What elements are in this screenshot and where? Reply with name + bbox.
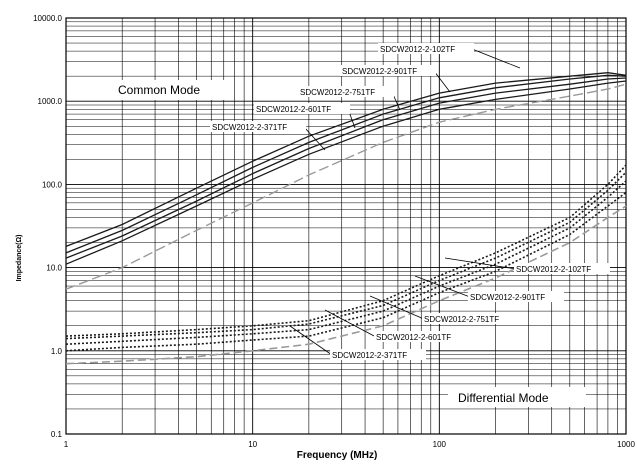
cm-leader-line xyxy=(471,48,521,69)
dm-leader-line xyxy=(444,257,517,270)
annotation-layer: Common Mode Differential Mode xyxy=(108,80,586,407)
x-tick-label: 1000 xyxy=(617,440,635,449)
dm-label-box xyxy=(422,313,518,324)
cm-series-label: SDCW2012-2-751TF xyxy=(300,88,375,97)
differential-mode-box xyxy=(448,387,586,407)
y-axis-title: Impedance(Ω) xyxy=(16,235,23,282)
curve-layer xyxy=(65,72,627,365)
common-mode-box xyxy=(108,80,230,100)
cm-series-label: SDCW2012-2-601TF xyxy=(256,105,331,114)
x-tick-label: 1 xyxy=(64,440,69,449)
common-mode-curve xyxy=(65,72,627,248)
dm-leader-line xyxy=(289,325,333,356)
differential-mode-curve xyxy=(65,180,627,345)
dm-series-label: SDCW2012-2-751TF xyxy=(424,315,499,324)
x-axis-title: Frequency (MHz) xyxy=(297,450,378,461)
dm-leader-line xyxy=(414,275,471,298)
x-tick-label: 100 xyxy=(433,440,447,449)
cm-series-label: SDCW2012-2-371TF xyxy=(212,123,287,132)
cm-label-box xyxy=(378,43,474,54)
dm-series-label: SDCW2012-2-102TF xyxy=(516,265,591,274)
label-layer: 1 10 100 1000 0.1 1.0 10.0 100.0 1000.0 10000.0 SD… xyxy=(33,14,635,449)
y-tick-label: 10000.0 xyxy=(33,14,62,23)
axis-layer: Frequency (MHz) Impedance(Ω) xyxy=(16,235,377,461)
differential-mode-curve xyxy=(65,191,627,352)
dm-series-label: SDCW2012-2-601TF xyxy=(376,333,451,342)
dm-leader-line xyxy=(324,309,377,338)
dm-leader-line xyxy=(369,295,425,320)
common-mode-curve xyxy=(65,74,627,254)
dm-series-label: SDCW2012-2-371TF xyxy=(332,351,407,360)
cm-leader-line xyxy=(303,126,326,151)
cm-leader-line xyxy=(433,70,451,93)
differential-mode-label: Differential Mode xyxy=(458,391,549,405)
dm-series-label: SDCW2012-2-901TF xyxy=(470,293,545,302)
dm-label-box xyxy=(374,331,470,342)
cm-label-box xyxy=(210,121,306,132)
y-tick-label: 1000.0 xyxy=(38,97,63,106)
common-mode-curve xyxy=(65,80,627,265)
y-tick-label: 100.0 xyxy=(42,180,63,189)
y-tick-label: 1.0 xyxy=(51,347,63,356)
cm-series-label: SDCW2012-2-102TF xyxy=(380,45,455,54)
cm-series-label: SDCW2012-2-901TF xyxy=(342,67,417,76)
cm-label-box xyxy=(340,65,436,76)
plot-frame xyxy=(65,17,627,435)
differential-mode-curve xyxy=(65,164,627,337)
y-tick-label: 10.0 xyxy=(46,264,62,273)
common-mode-curve xyxy=(65,83,627,290)
differential-mode-curve xyxy=(65,171,627,340)
dm-label-box xyxy=(514,263,610,274)
x-tick-label: 10 xyxy=(248,440,257,449)
dm-label-box xyxy=(330,349,426,360)
cm-label-box xyxy=(298,86,394,97)
common-mode-curve xyxy=(65,77,627,259)
dm-label-box xyxy=(468,291,564,302)
cm-label-box xyxy=(254,103,350,114)
y-tick-label: 0.1 xyxy=(51,430,63,439)
common-mode-label: Common Mode xyxy=(118,83,200,97)
